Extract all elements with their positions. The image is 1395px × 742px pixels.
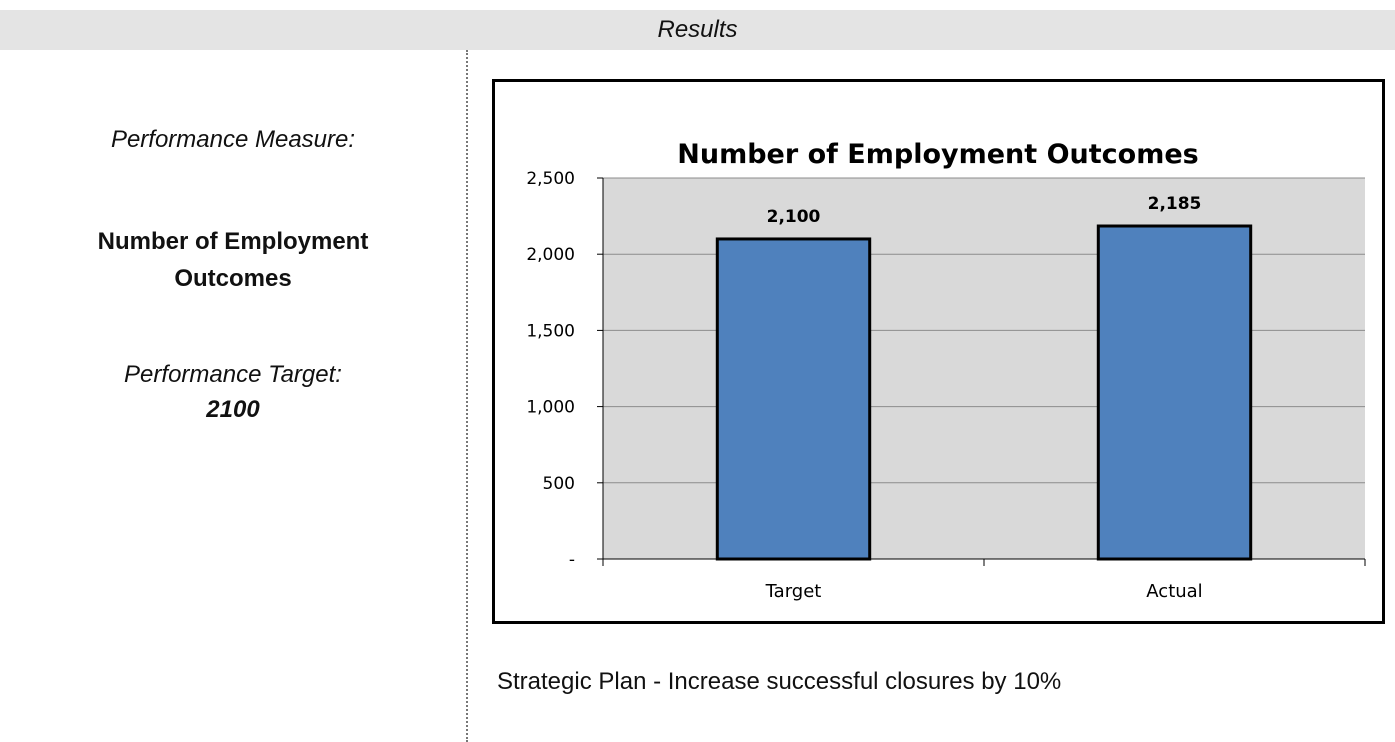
y-tick-label: - xyxy=(569,550,575,570)
y-tick-label: 1,500 xyxy=(526,321,575,341)
results-header: Results xyxy=(0,10,1395,50)
bar-target xyxy=(715,237,872,561)
y-tick-label: 500 xyxy=(543,474,575,494)
y-tick-label: 1,000 xyxy=(526,398,575,418)
performance-target-value: 2100 xyxy=(206,396,260,423)
chart-container: Number of Employment Outcomes - 500 1,000 1… xyxy=(492,79,1385,624)
bar-actual xyxy=(1096,224,1253,561)
performance-measure-label: Performance Measure: xyxy=(110,126,356,153)
left-panel: Performance Measure: Number of Employmen… xyxy=(0,50,466,742)
data-label: 2,100 xyxy=(767,207,821,227)
bar-chart: Number of Employment Outcomes - 500 1,000 1… xyxy=(526,139,1366,602)
chart-title: Number of Employment Outcomes xyxy=(677,139,1198,170)
performance-measure-value: Number of Employment Outcomes xyxy=(97,228,369,292)
performance-target-label: Performance Target: xyxy=(124,361,342,388)
column-divider xyxy=(466,50,468,742)
x-category-label: Actual xyxy=(1146,581,1202,602)
y-tick-label: 2,500 xyxy=(526,169,575,189)
data-label: 2,185 xyxy=(1148,194,1202,214)
strategic-plan-text: Strategic Plan - Increase successful clo… xyxy=(497,668,1062,695)
x-category-label: Target xyxy=(765,581,822,602)
y-tick-label: 2,000 xyxy=(526,245,575,265)
